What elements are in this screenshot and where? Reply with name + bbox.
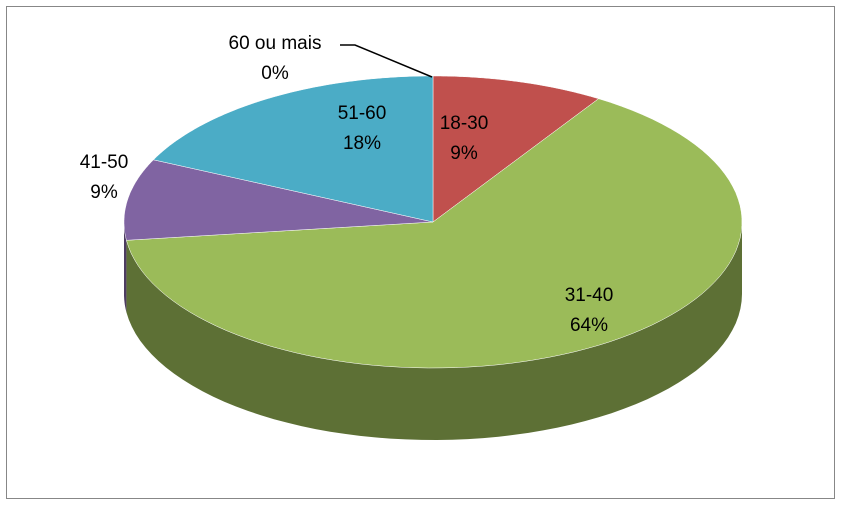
slice-side (124, 222, 127, 313)
slice (126, 98, 743, 369)
slice-side (126, 222, 742, 440)
slice-value-label: 18% (343, 133, 381, 154)
slice-value-label: 9% (90, 182, 118, 203)
slice-label: 31-40 (565, 285, 614, 306)
slice-label: 60 ou mais (229, 33, 322, 54)
slice (432, 75, 600, 223)
slice-label: 41-50 (80, 152, 129, 173)
slice (152, 75, 434, 223)
slice-value-label: 9% (450, 143, 478, 164)
slice (123, 159, 434, 241)
slice-value-label: 0% (261, 63, 289, 84)
leader-line (340, 44, 433, 78)
slice-value-label: 64% (570, 315, 608, 336)
slice-label: 18-30 (440, 113, 489, 134)
slice-label: 51-60 (338, 103, 387, 124)
